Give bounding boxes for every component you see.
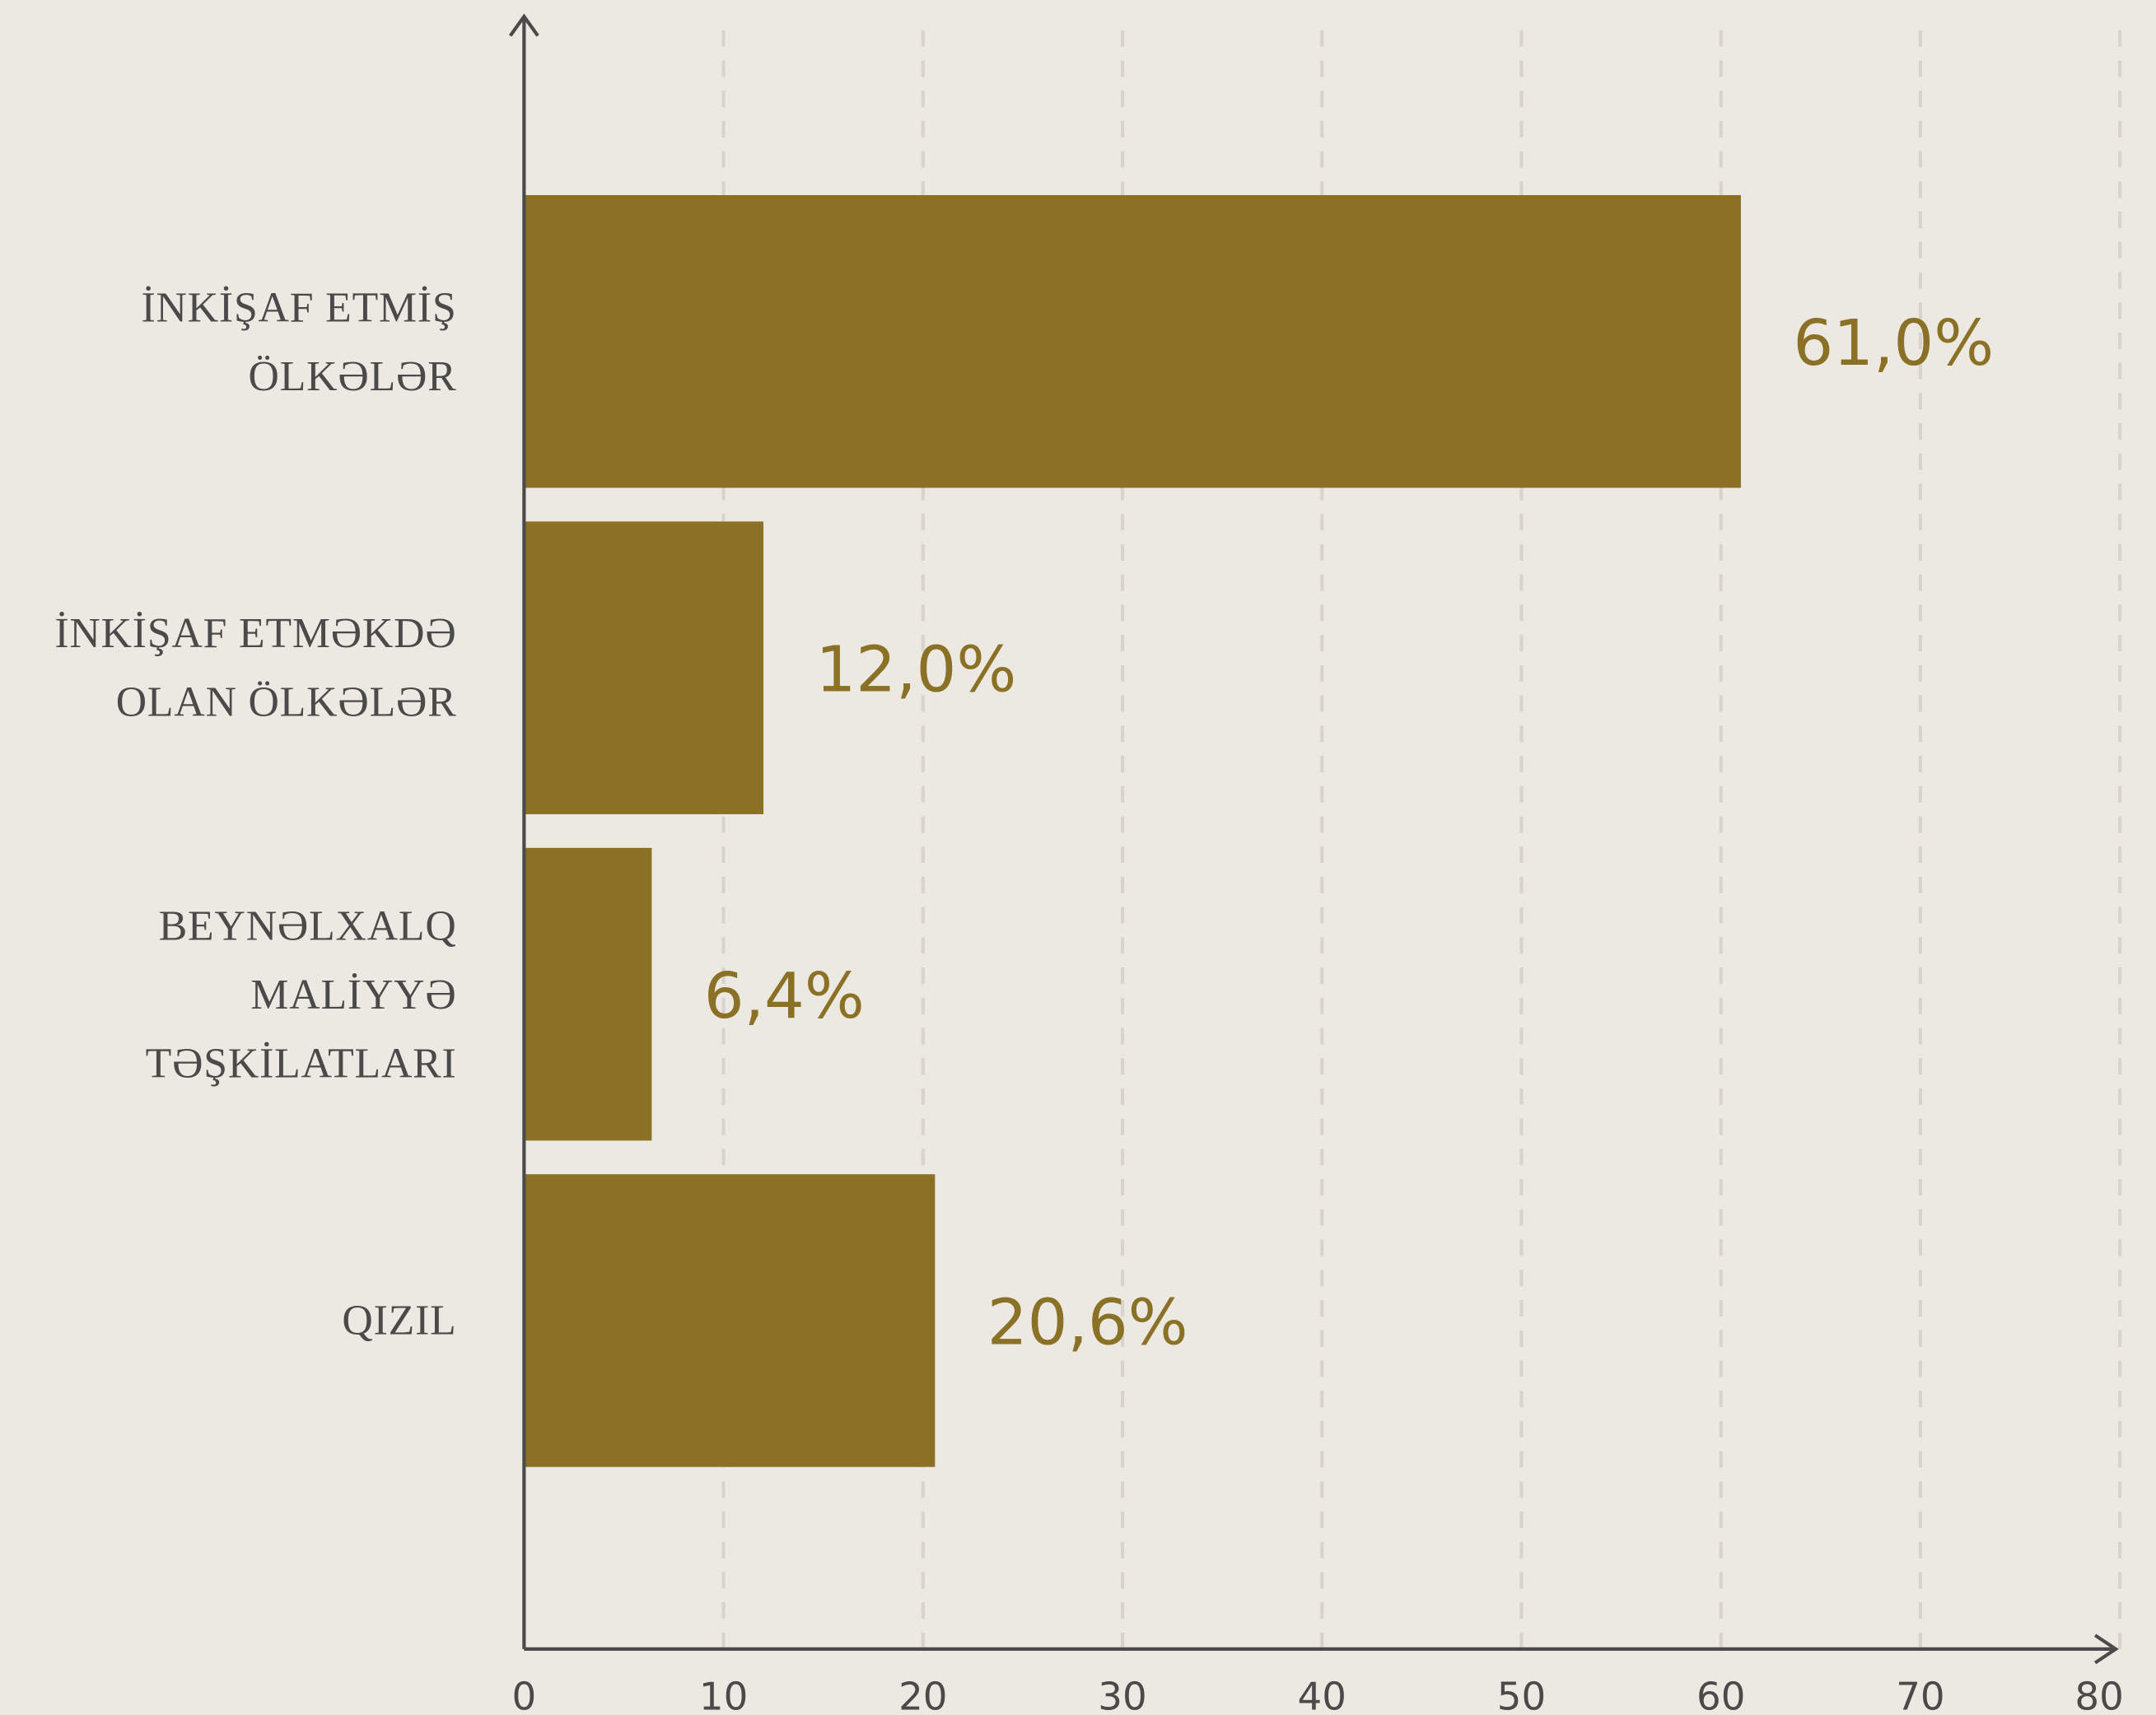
category-label: İNKİŞAF ETMİŞ ÖLKƏLƏR — [141, 282, 457, 399]
category-label-wrap: QIZIL — [0, 1147, 456, 1494]
x-tick-label: 40 — [1298, 1675, 1346, 1715]
x-axis-arrow — [2093, 1633, 2119, 1665]
value-label: 61,0% — [1793, 307, 1994, 380]
category-label-box: BEYNƏLXALQ MALİYYƏ TƏŞKİLATLARI — [0, 820, 456, 1167]
value-label: 6,4% — [704, 960, 865, 1033]
bar — [524, 847, 652, 1141]
y-axis-arrow — [508, 13, 539, 37]
x-tick-label: 20 — [898, 1675, 947, 1715]
value-label: 12,0% — [815, 634, 1016, 707]
x-tick-label: 0 — [511, 1675, 536, 1715]
category-label-wrap: BEYNƏLXALQ MALİYYƏ TƏŞKİLATLARI — [0, 820, 456, 1167]
x-tick-label: 70 — [1896, 1675, 1944, 1715]
x-tick-label: 50 — [1497, 1675, 1546, 1715]
x-tick-label: 80 — [2074, 1675, 2123, 1715]
x-tick-label: 60 — [1696, 1675, 1745, 1715]
bar — [524, 1174, 936, 1467]
bar — [524, 521, 764, 814]
category-label-box: QIZIL — [0, 1147, 456, 1494]
category-label: İNKİŞAF ETMƏKDƏ OLAN ÖLKƏLƏR — [54, 608, 457, 726]
value-label: 20,6% — [987, 1286, 1188, 1359]
category-label: QIZIL — [342, 1295, 457, 1345]
x-tick-label: 30 — [1098, 1675, 1146, 1715]
x-tick-label: 10 — [699, 1675, 748, 1715]
category-label-box: İNKİŞAF ETMƏKDƏ OLAN ÖLKƏLƏR — [0, 494, 456, 841]
category-label-wrap: İNKİŞAF ETMƏKDƏ OLAN ÖLKƏLƏR — [0, 494, 456, 841]
category-label-box: İNKİŞAF ETMİŞ ÖLKƏLƏR — [0, 168, 456, 515]
category-label-wrap: İNKİŞAF ETMİŞ ÖLKƏLƏR — [0, 168, 456, 515]
bar — [524, 195, 1741, 488]
category-label: BEYNƏLXALQ MALİYYƏ TƏŞKİLATLARI — [145, 901, 457, 1087]
